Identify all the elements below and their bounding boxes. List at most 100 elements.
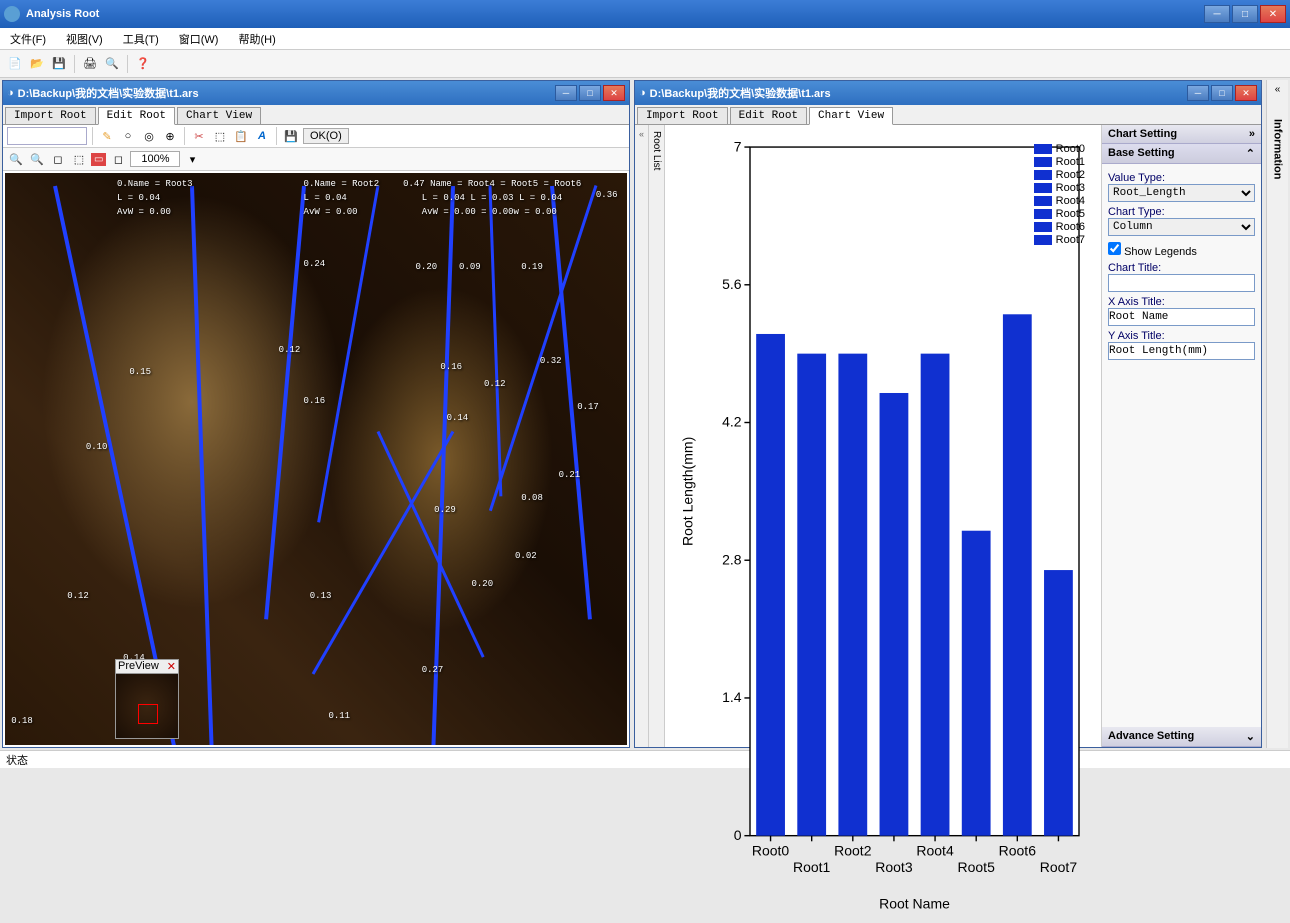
zoom-region-icon[interactable]: ⬚ bbox=[70, 150, 88, 168]
preview-close-icon[interactable]: ✕ bbox=[167, 660, 176, 673]
new-icon[interactable]: 📄 bbox=[6, 55, 24, 73]
root-list-tab[interactable]: Root List bbox=[649, 125, 665, 747]
advance-setting-header[interactable]: Advance Setting⌄ bbox=[1102, 727, 1261, 747]
chart-close-button[interactable]: ✕ bbox=[1235, 85, 1257, 101]
tab-import-root[interactable]: Import Root bbox=[637, 107, 728, 124]
expand-icon[interactable]: » bbox=[1249, 128, 1255, 140]
chart-minimize-button[interactable]: ─ bbox=[1187, 85, 1209, 101]
app-icon bbox=[4, 6, 20, 22]
x-axis-label: X Axis Title: bbox=[1108, 296, 1255, 308]
collapse-left-icon[interactable]: « bbox=[635, 125, 649, 747]
zoom-fit-icon[interactable]: ◻ bbox=[49, 150, 67, 168]
menu-file[interactable]: 文件(F) bbox=[6, 29, 50, 49]
chart-maximize-button[interactable]: □ bbox=[1211, 85, 1233, 101]
root-measurement-label: AvW = 0.00 = 0.00w = 0.00 bbox=[422, 207, 557, 217]
menu-help[interactable]: 帮助(H) bbox=[234, 29, 279, 49]
zoom-out-icon[interactable]: 🔍 bbox=[28, 150, 46, 168]
root-measurement-label: 0.Name = Root2 bbox=[304, 179, 380, 189]
bar bbox=[1044, 570, 1073, 836]
preview-panel[interactable]: PreView✕ bbox=[115, 659, 179, 739]
root-measurement-label: 0.27 bbox=[422, 665, 444, 675]
minimize-button[interactable]: ─ bbox=[1204, 5, 1230, 23]
tool-icon[interactable]: 📋 bbox=[232, 127, 250, 145]
edit-minimize-button[interactable]: ─ bbox=[555, 85, 577, 101]
zoom-in-icon[interactable]: 🔍 bbox=[7, 150, 25, 168]
open-icon[interactable]: 📂 bbox=[28, 55, 46, 73]
edit-close-button[interactable]: ✕ bbox=[603, 85, 625, 101]
svg-text:Root3: Root3 bbox=[875, 859, 913, 875]
save-icon[interactable]: 💾 bbox=[50, 55, 68, 73]
root-measurement-label: L = 0.04 L = 0.03 L = 0.04 bbox=[422, 193, 562, 203]
chart-content: « Root List 01.42.84.25.67Root0Root1Root… bbox=[635, 125, 1261, 747]
window-buttons: ─ □ ✕ bbox=[1204, 5, 1286, 23]
menu-window[interactable]: 窗口(W) bbox=[175, 29, 223, 49]
preview-viewport[interactable] bbox=[138, 704, 158, 724]
root-measurement-label: 0.29 bbox=[434, 505, 456, 515]
font-icon[interactable]: A bbox=[253, 127, 271, 145]
legend-item: Root2 bbox=[1034, 169, 1085, 181]
app-title: Analysis Root bbox=[26, 8, 1204, 20]
collapse-icon[interactable]: ⌃ bbox=[1246, 147, 1255, 160]
bar bbox=[838, 354, 867, 836]
tab-chart-view[interactable]: Chart View bbox=[177, 107, 261, 124]
tool-icon[interactable]: ⬚ bbox=[211, 127, 229, 145]
svg-text:5.6: 5.6 bbox=[722, 276, 742, 292]
svg-text:1.4: 1.4 bbox=[722, 689, 742, 705]
root-canvas[interactable]: 0.Name = Root3L = 0.04AvW = 0.000.Name =… bbox=[5, 173, 627, 745]
print-icon[interactable]: 🖨 bbox=[81, 55, 99, 73]
root-measurement-label: 0.Name = Root3 bbox=[117, 179, 193, 189]
save-icon[interactable]: 💾 bbox=[282, 127, 300, 145]
x-axis-input[interactable] bbox=[1108, 308, 1255, 326]
tool-icon[interactable]: ⊕ bbox=[161, 127, 179, 145]
tool-icon[interactable]: ✂ bbox=[190, 127, 208, 145]
root-measurement-label: 0.10 bbox=[86, 442, 108, 452]
tab-edit-root[interactable]: Edit Root bbox=[730, 107, 807, 124]
y-axis-input[interactable] bbox=[1108, 342, 1255, 360]
root-measurement-label: 0.08 bbox=[521, 493, 543, 503]
statusbar: 状态 bbox=[0, 750, 1290, 768]
information-label[interactable]: Information bbox=[1272, 119, 1284, 180]
tool-icon[interactable]: ◎ bbox=[140, 127, 158, 145]
tab-import-root[interactable]: Import Root bbox=[5, 107, 96, 124]
tool-icon[interactable]: ✎ bbox=[98, 127, 116, 145]
zoom-input[interactable] bbox=[130, 151, 180, 167]
edit-maximize-button[interactable]: □ bbox=[579, 85, 601, 101]
main-toolbar: 📄 📂 💾 🖨 🔍 ❓ bbox=[0, 50, 1290, 78]
svg-text:Root0: Root0 bbox=[752, 842, 790, 858]
root-measurement-label: 0.32 bbox=[540, 356, 562, 366]
chart-type-select[interactable]: Column bbox=[1108, 218, 1255, 236]
expand-icon[interactable]: ⌄ bbox=[1246, 730, 1255, 743]
zoom-mode-icon[interactable]: ▭ bbox=[91, 153, 106, 166]
zoom-actual-icon[interactable]: ◻ bbox=[109, 150, 127, 168]
svg-text:Root6: Root6 bbox=[999, 842, 1037, 858]
base-setting-header[interactable]: Base Setting⌃ bbox=[1102, 144, 1261, 164]
maximize-button[interactable]: □ bbox=[1232, 5, 1258, 23]
root-measurement-label: 0.12 bbox=[67, 591, 89, 601]
tab-chart-view[interactable]: Chart View bbox=[809, 107, 893, 125]
zoom-dropdown-icon[interactable]: ▾ bbox=[183, 150, 201, 168]
collapse-right-icon[interactable]: « bbox=[1275, 80, 1281, 99]
close-button[interactable]: ✕ bbox=[1260, 5, 1286, 23]
zoom-toolbar: 🔍 🔍 ◻ ⬚ ▭ ◻ ▾ bbox=[3, 148, 629, 171]
tab-edit-root[interactable]: Edit Root bbox=[98, 107, 175, 125]
menu-view[interactable]: 视图(V) bbox=[62, 29, 107, 49]
ok-button[interactable]: OK(O) bbox=[303, 128, 349, 144]
root-measurement-label: 0.36 bbox=[596, 190, 618, 200]
bar bbox=[880, 393, 909, 836]
separator bbox=[92, 127, 93, 145]
help-icon[interactable]: ❓ bbox=[134, 55, 152, 73]
value-type-select[interactable]: Root_Length bbox=[1108, 184, 1255, 202]
bar bbox=[797, 354, 826, 836]
tool-icon[interactable]: ○ bbox=[119, 127, 137, 145]
chart-setting-header[interactable]: Chart Setting» bbox=[1102, 125, 1261, 144]
name-input[interactable] bbox=[7, 127, 87, 145]
value-type-label: Value Type: bbox=[1108, 172, 1255, 184]
menu-tools[interactable]: 工具(T) bbox=[119, 29, 163, 49]
chart-title-input[interactable] bbox=[1108, 274, 1255, 292]
bar bbox=[756, 334, 785, 836]
show-legends-checkbox[interactable] bbox=[1108, 242, 1121, 255]
svg-text:Root Name: Root Name bbox=[879, 896, 950, 912]
preview-icon[interactable]: 🔍 bbox=[103, 55, 121, 73]
bar bbox=[962, 531, 991, 836]
chart-type-label: Chart Type: bbox=[1108, 206, 1255, 218]
